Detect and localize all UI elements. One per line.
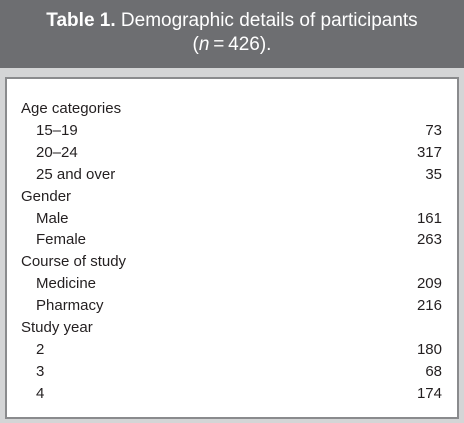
item-row: 4 174 [7, 383, 457, 405]
item-value: 209 [416, 275, 442, 293]
item-row: 25 and over 35 [7, 164, 457, 186]
item-label: Male [36, 209, 69, 227]
item-row: Male 161 [7, 208, 457, 230]
group-label: Course of study [21, 253, 127, 271]
item-row: 15–19 73 [7, 120, 457, 142]
item-value: 180 [416, 340, 442, 358]
item-label: 2 [36, 340, 45, 358]
item-label: 25 and over [36, 165, 116, 183]
table-label: Table 1. [46, 10, 116, 31]
item-value: 216 [416, 297, 442, 315]
item-label: Pharmacy [36, 297, 104, 315]
item-label: Female [36, 231, 87, 249]
sample-variable: n [198, 34, 210, 55]
item-label: Medicine [36, 275, 97, 293]
item-value: 73 [425, 121, 442, 139]
item-value: 174 [416, 384, 442, 402]
group-label: Study year [21, 319, 93, 336]
item-value: 68 [425, 362, 442, 380]
table-header: Table 1. Demographic details of particip… [0, 0, 464, 68]
group-label: Gender [21, 187, 72, 205]
sample-value: = 426 [209, 34, 260, 55]
title-line: Table 1. Demographic details of particip… [0, 9, 464, 33]
sample-open: ( [192, 34, 199, 55]
item-value: 317 [416, 143, 442, 161]
sample-line: (n = 426). [0, 33, 464, 57]
item-label: 15–19 [36, 121, 78, 139]
item-label: 3 [36, 362, 45, 380]
item-value: 263 [416, 231, 442, 249]
item-row: Pharmacy 216 [7, 295, 457, 317]
group-row: Age categories [7, 98, 457, 120]
group-row: Gender [7, 186, 457, 208]
group-row: Study year [7, 317, 457, 339]
sample-close: ). [259, 34, 272, 55]
group-row: Course of study [7, 251, 457, 273]
item-row: Female 263 [7, 229, 457, 251]
item-row: 3 68 [7, 361, 457, 383]
item-label: 20–24 [36, 143, 78, 161]
item-label: 4 [36, 384, 45, 402]
table-body: Age categories 15–19 73 20–24 317 25 and over… [5, 77, 459, 419]
item-row: 2 180 [7, 339, 457, 361]
item-row: Medicine 209 [7, 273, 457, 295]
group-label: Age categories [21, 100, 122, 117]
item-value: 161 [416, 209, 442, 227]
table-caption: Demographic details of participants [120, 10, 418, 31]
item-row: 20–24 317 [7, 142, 457, 164]
item-value: 35 [425, 165, 442, 183]
